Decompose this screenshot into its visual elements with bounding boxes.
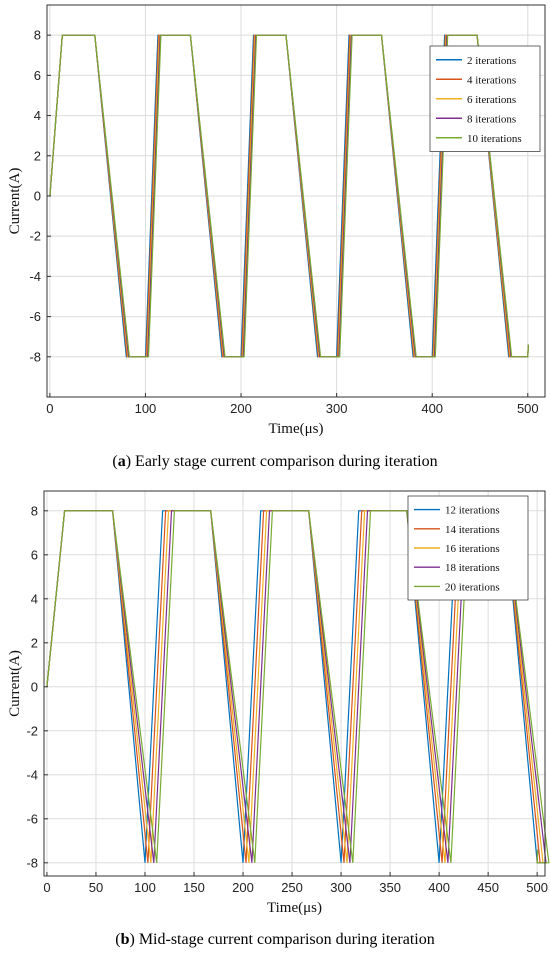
x-tick-label: 200	[232, 880, 254, 895]
y-tick-label: -8	[26, 855, 38, 870]
x-tick-label: 250	[281, 880, 303, 895]
x-tick-label: 300	[330, 880, 352, 895]
y-tick-label: 8	[34, 28, 41, 43]
legend-label: 8 iterations	[467, 113, 516, 125]
x-tick-label: 0	[46, 401, 53, 416]
legend-label: 10 iterations	[467, 133, 522, 145]
y-axis-title: Current(A)	[7, 650, 23, 717]
series-lines	[49, 34, 529, 358]
x-tick-label: 500	[526, 880, 548, 895]
y-tick-label: 8	[31, 503, 38, 518]
axes-frame	[46, 4, 546, 398]
legend-label: 14 iterations	[445, 524, 500, 536]
y-tick-label: -6	[26, 811, 38, 826]
caption-b-letter: b	[120, 931, 130, 948]
legend: 2 iterations 4 iterations 6 iterations 8 it…	[429, 45, 541, 152]
legend-label: 20 iterations	[445, 581, 500, 593]
x-tick-label: 300	[326, 401, 348, 416]
legend-label: 6 iterations	[467, 94, 516, 106]
caption-b: (b) Mid-stage current comparison during …	[115, 931, 435, 948]
x-tick-label: 400	[428, 880, 450, 895]
caption-a-letter: a	[117, 453, 126, 470]
legend-label: 2 iterations	[467, 55, 516, 67]
y-tick-label: 2	[34, 148, 41, 163]
legend-label: 16 iterations	[445, 543, 500, 555]
x-tick-label: 50	[89, 880, 103, 895]
series-line-5	[49, 34, 529, 358]
x-tick-label: 400	[421, 401, 443, 416]
panel-b: 0 50 100 150 200 250 300 350 400 450 500 -8 -6 -4 -2 0 2…	[0, 482, 550, 962]
x-tick-label: 450	[477, 880, 499, 895]
x-axis-title: Time(μs)	[267, 900, 322, 916]
y-axis-title: Current(A)	[7, 168, 23, 235]
y-tick-label: 2	[31, 635, 38, 650]
y-tick-label: -4	[26, 767, 38, 782]
x-tick-label: 100	[135, 401, 157, 416]
x-tick-label: 150	[183, 880, 205, 895]
caption-a-text: ) Early stage current comparison during …	[125, 453, 438, 470]
panel-a: 0 100 200 300 400 500 -8 -6 -4 -2 0 2 4 6 8 Time(μs) Cur…	[0, 0, 550, 480]
y-tick-label: -2	[26, 723, 38, 738]
caption-b-text: ) Mid-stage current comparison during it…	[129, 931, 435, 948]
legend-label: 4 iterations	[467, 74, 516, 86]
y-tick-label: 6	[31, 547, 38, 562]
caption-a: (a) Early stage current comparison durin…	[112, 453, 438, 470]
y-tick-label: -4	[29, 269, 41, 284]
x-tick-label: 200	[230, 401, 252, 416]
x-tick-label: 0	[43, 880, 50, 895]
y-tick-label: -2	[29, 229, 41, 244]
axes-frame	[43, 490, 546, 877]
x-tick-label: 100	[134, 880, 156, 895]
y-tick-label: 4	[34, 108, 41, 123]
y-tick-label: 4	[31, 591, 38, 606]
y-tick-label: -6	[29, 309, 41, 324]
x-axis-title: Time(μs)	[269, 421, 324, 437]
grid	[47, 5, 545, 397]
early-stage-chart: 0 100 200 300 400 500 -8 -6 -4 -2 0 2 4 6 8 Time(μs) Cur…	[7, 4, 546, 437]
legend: 12 iterations 14 iterations 16 iterations 1…	[407, 495, 529, 601]
y-tick-label: 0	[31, 679, 38, 694]
legend-label: 18 iterations	[445, 562, 500, 574]
x-tick-label: 350	[379, 880, 401, 895]
legend-label: 12 iterations	[445, 505, 500, 517]
mid-stage-chart: 0 50 100 150 200 250 300 350 400 450 500 -8 -6 -4 -2 0 2…	[7, 490, 550, 916]
y-tick-label: -8	[29, 349, 41, 364]
x-tick-label: 500	[517, 401, 539, 416]
y-tick-label: 6	[34, 68, 41, 83]
y-tick-label: 0	[34, 188, 41, 203]
